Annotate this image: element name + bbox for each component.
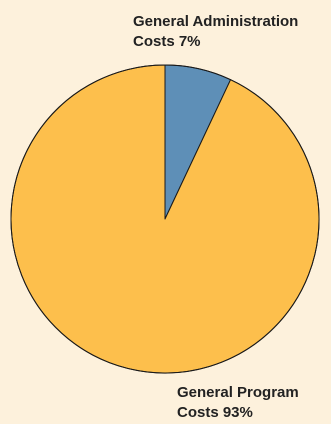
slice-label-general-administration: General Administration Costs 7% xyxy=(133,12,298,52)
pie-slice-general-program xyxy=(10,64,320,374)
slice-label-general-administration-line-1: General Administration xyxy=(133,13,299,30)
pie-outline xyxy=(10,64,320,374)
slice-label-general-administration-line-2: Costs 7% xyxy=(133,33,201,50)
slice-label-general-program-line-2: Costs 93% xyxy=(177,404,253,421)
slice-label-general-program: General Program Costs 93% xyxy=(177,383,299,423)
slice-label-general-program-line-1: General Program xyxy=(177,384,299,401)
